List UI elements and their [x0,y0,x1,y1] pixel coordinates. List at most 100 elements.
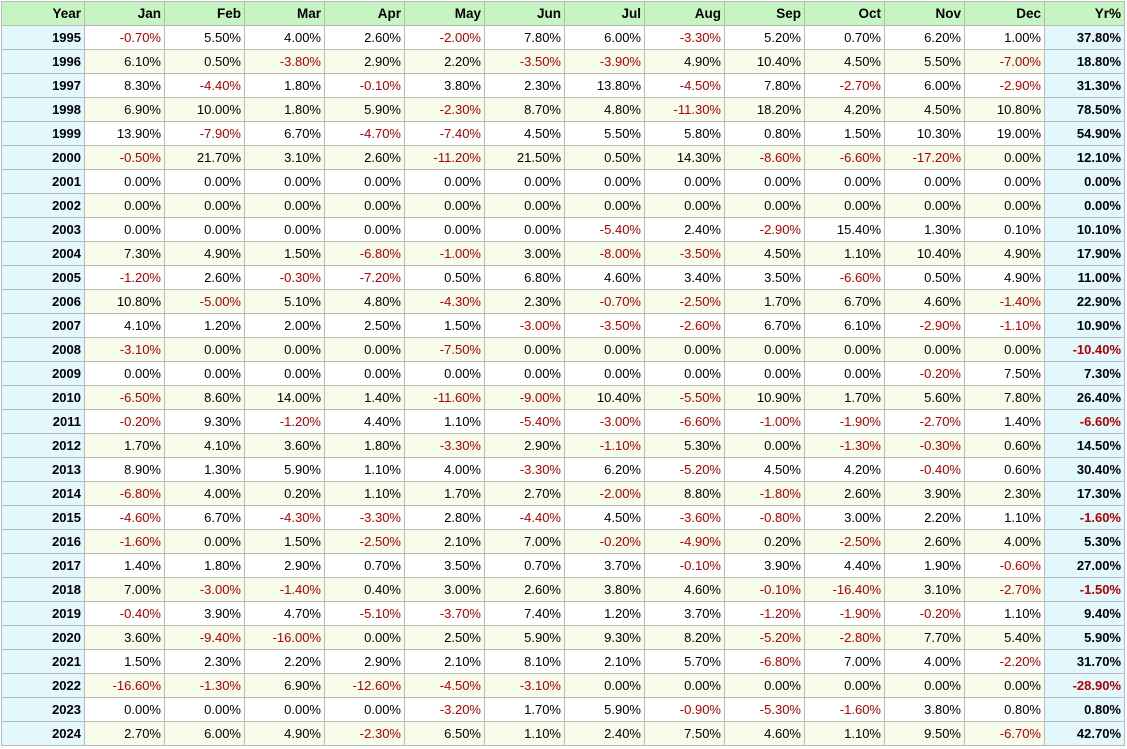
month-return-cell: 14.30% [644,145,725,170]
month-return-cell: 0.40% [324,577,405,602]
month-return-cell: 18.20% [724,97,805,122]
month-return-cell: 2.70% [84,721,165,746]
month-return-cell: 0.60% [964,433,1045,458]
month-return-cell: 4.50% [724,457,805,482]
month-return-cell: 0.00% [164,529,245,554]
month-return-cell: -1.90% [804,409,885,434]
month-return-cell: 0.00% [84,361,165,386]
yearly-return-cell: 31.30% [1044,73,1125,98]
month-return-cell: -11.30% [644,97,725,122]
col-header-dec: Dec [964,1,1045,26]
month-return-cell: -2.80% [804,625,885,650]
month-return-cell: 0.00% [324,217,405,242]
month-return-cell: 3.10% [884,577,965,602]
month-return-cell: 6.70% [164,505,245,530]
yearly-return-cell: 5.90% [1044,625,1125,650]
month-return-cell: 9.30% [564,625,645,650]
month-return-cell: 0.00% [564,193,645,218]
month-return-cell: -1.60% [84,529,165,554]
month-return-cell: 4.50% [564,505,645,530]
month-return-cell: 2.90% [244,553,325,578]
month-return-cell: -2.90% [964,73,1045,98]
month-return-cell: 3.70% [644,601,725,626]
month-return-cell: -5.20% [644,457,725,482]
month-return-cell: -5.40% [564,217,645,242]
month-return-cell: -2.60% [644,313,725,338]
month-return-cell: 3.50% [404,553,485,578]
month-return-cell: 0.00% [484,217,565,242]
month-return-cell: -2.70% [964,577,1045,602]
month-return-cell: -4.30% [244,505,325,530]
month-return-cell: 1.50% [804,121,885,146]
month-return-cell: 0.00% [244,337,325,362]
month-return-cell: 1.50% [244,241,325,266]
col-header-yearly: Yr% [1044,1,1125,26]
month-return-cell: 4.50% [484,121,565,146]
table-row: 2000 -0.50% 21.70% 3.10% 2.60% -11.20% 21.50% 0… [1,145,1125,170]
yearly-return-cell: 30.40% [1044,457,1125,482]
month-return-cell: 0.00% [324,361,405,386]
month-return-cell: 2.60% [884,529,965,554]
table-row: 2009 0.00% 0.00% 0.00% 0.00% 0.00% 0.00% 0.00% 0… [1,361,1125,386]
month-return-cell: 0.70% [484,553,565,578]
month-return-cell: -0.80% [724,505,805,530]
year-cell: 2005 [1,265,85,290]
month-return-cell: 21.70% [164,145,245,170]
col-header-feb: Feb [164,1,245,26]
month-return-cell: 2.70% [484,481,565,506]
yearly-return-cell: 42.70% [1044,721,1125,746]
yearly-return-cell: -10.40% [1044,337,1125,362]
month-return-cell: -2.70% [804,73,885,98]
month-return-cell: 2.40% [564,721,645,746]
month-return-cell: 0.00% [164,193,245,218]
month-return-cell: -17.20% [884,145,965,170]
month-return-cell: 1.90% [884,553,965,578]
month-return-cell: 0.00% [564,169,645,194]
month-return-cell: 1.00% [964,25,1045,50]
month-return-cell: -6.80% [324,241,405,266]
month-return-cell: 4.00% [164,481,245,506]
month-return-cell: 5.70% [644,649,725,674]
year-cell: 2007 [1,313,85,338]
table-row: 2020 3.60% -9.40% -16.00% 0.00% 2.50% 5.90% 9.3… [1,625,1125,650]
month-return-cell: 6.70% [244,121,325,146]
yearly-return-cell: 9.40% [1044,601,1125,626]
month-return-cell: 7.00% [484,529,565,554]
month-return-cell: -2.50% [804,529,885,554]
month-return-cell: 0.00% [804,337,885,362]
month-return-cell: -0.20% [884,601,965,626]
month-return-cell: 0.00% [884,193,965,218]
month-return-cell: 9.30% [164,409,245,434]
year-cell: 2023 [1,697,85,722]
year-cell: 2003 [1,217,85,242]
month-return-cell: 2.20% [244,649,325,674]
month-return-cell: 0.00% [244,697,325,722]
col-header-year: Year [1,1,85,26]
month-return-cell: -0.60% [964,553,1045,578]
yearly-return-cell: 11.00% [1044,265,1125,290]
month-return-cell: 4.60% [884,289,965,314]
month-return-cell: 5.50% [164,25,245,50]
table-row: 2007 4.10% 1.20% 2.00% 2.50% 1.50% -3.00% -3.50… [1,313,1125,338]
month-return-cell: -7.00% [964,49,1045,74]
month-return-cell: 1.70% [804,385,885,410]
table-row: 2017 1.40% 1.80% 2.90% 0.70% 3.50% 0.70% 3.70% -… [1,553,1125,578]
year-cell: 2021 [1,649,85,674]
yearly-return-cell: 0.00% [1044,169,1125,194]
month-return-cell: -3.20% [404,697,485,722]
month-return-cell: -2.20% [964,649,1045,674]
month-return-cell: 5.90% [564,697,645,722]
month-return-cell: -0.30% [244,265,325,290]
month-return-cell: -6.80% [84,481,165,506]
month-return-cell: -9.40% [164,625,245,650]
month-return-cell: 0.00% [564,361,645,386]
month-return-cell: 0.20% [244,481,325,506]
month-return-cell: -2.50% [644,289,725,314]
month-return-cell: 2.60% [324,145,405,170]
month-return-cell: 1.50% [84,649,165,674]
month-return-cell: -1.00% [724,409,805,434]
month-return-cell: 0.00% [164,361,245,386]
month-return-cell: 1.50% [244,529,325,554]
month-return-cell: 2.00% [244,313,325,338]
month-return-cell: 5.90% [244,457,325,482]
